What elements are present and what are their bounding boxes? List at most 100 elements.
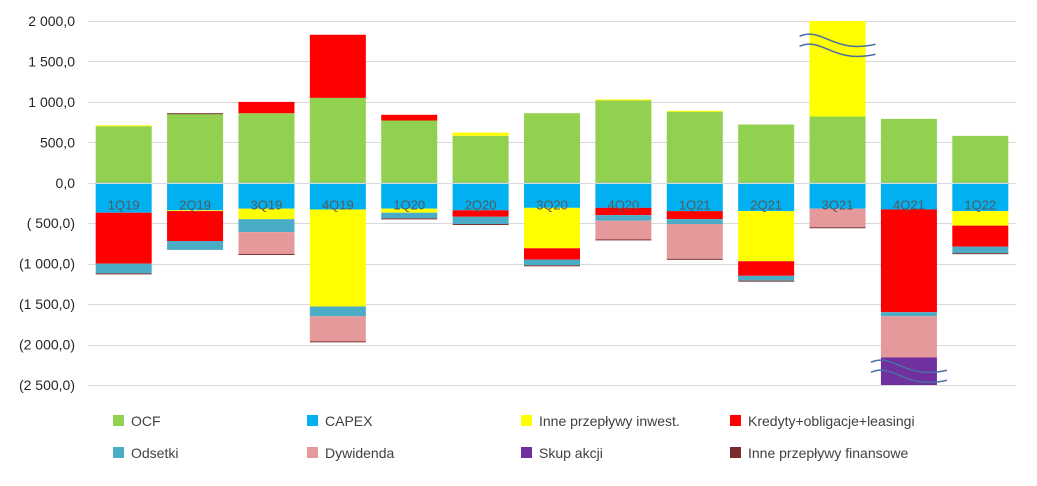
bar-inne-przeplywy-finansowe-2q19 [167, 113, 224, 115]
bar-capex-2q20 [452, 182, 509, 211]
legend-swatch [730, 415, 741, 426]
bar-dywidenda-4q19 [309, 316, 366, 342]
legend-label: Dywidenda [325, 445, 394, 461]
legend-label: Inne przepływy inwest. [539, 413, 680, 429]
legend-item-ocf: OCF [113, 413, 161, 429]
bar-odsetki-2q19 [167, 241, 224, 250]
legend-swatch [307, 415, 318, 426]
bar-dywidenda-1q21 [666, 224, 723, 259]
y-tick-label: (2 000,0) [19, 337, 75, 353]
legend-swatch [730, 447, 741, 458]
x-tick-label: 3Q21 [822, 198, 854, 213]
legend-label: Odsetki [131, 445, 178, 461]
bar-capex-1q22 [952, 182, 1009, 212]
bar-odsetki-2q21 [738, 275, 795, 281]
legend-swatch [307, 447, 318, 458]
bar-inne-przeplywy-inwest-4q19 [309, 209, 366, 307]
bar-dywidenda-3q21 [809, 208, 866, 228]
bar-odsetki-3q19 [238, 219, 295, 233]
axis-break-mark [799, 33, 876, 48]
axis-break-mark [799, 43, 876, 58]
legend-swatch [521, 447, 532, 458]
bar-kredyty-obligacje-leasingi-2q19 [167, 211, 224, 242]
bar-inne-przeplywy-finansowe-1q19 [95, 273, 152, 275]
bar-kredyty-obligacje-leasingi-3q19 [238, 101, 295, 114]
bar-ocf-2q21 [738, 124, 795, 183]
y-tick-label: 2 000,0 [28, 13, 75, 29]
bar-ocf-4q20 [595, 100, 652, 183]
bar-ocf-3q20 [524, 113, 580, 183]
bar-capex-2q21 [738, 182, 795, 212]
bar-capex-4q19 [309, 182, 366, 210]
bar-dywidenda-4q20 [595, 220, 652, 240]
legend-item-kredyty-obligacje-leasingi: Kredyty+obligacje+leasingi [730, 413, 915, 429]
bar-capex-2q19 [167, 182, 224, 211]
bar-inne-przeplywy-inwest-3q21 [809, 21, 866, 117]
legend-swatch [521, 415, 532, 426]
x-tick-label: 4Q20 [607, 198, 639, 213]
bar-inne-przeplywy-inwest-1q19 [95, 125, 152, 127]
bar-odsetki-4q19 [309, 306, 366, 317]
legend-label: OCF [131, 413, 161, 429]
x-tick-label: 1Q20 [393, 198, 425, 213]
y-tick-label: (1 000,0) [19, 256, 75, 272]
bar-inne-przeplywy-finansowe-2q20 [452, 224, 509, 226]
axis-break-mark [870, 359, 948, 374]
bar-capex-3q19 [238, 182, 295, 209]
bar-inne-przeplywy-finansowe-1q20 [381, 218, 438, 220]
y-tick-label: 1 500,0 [28, 53, 75, 69]
bar-inne-przeplywy-inwest-3q20 [524, 207, 580, 249]
bar-inne-przeplywy-inwest-1q20 [381, 208, 438, 213]
x-tick-label: 3Q19 [251, 198, 283, 213]
bar-kredyty-obligacje-leasingi-4q20 [595, 207, 652, 216]
bar-capex-3q20 [524, 182, 580, 208]
x-tick-label: 1Q22 [964, 198, 996, 213]
bar-odsetki-1q20 [381, 212, 438, 219]
x-tick-label: 2Q21 [750, 198, 782, 213]
x-tick-label: 4Q21 [893, 198, 925, 213]
legend-swatch [113, 415, 124, 426]
legend-item-inne-przeplywy-inwest: Inne przepływy inwest. [521, 413, 680, 429]
y-tick-label: 500,0 [40, 134, 75, 150]
bar-capex-1q21 [666, 182, 723, 212]
axis-break-mark [870, 369, 948, 384]
bar-inne-przeplywy-finansowe-3q20 [524, 265, 580, 267]
x-tick-label: 3Q20 [536, 198, 568, 213]
bar-ocf-2q20 [452, 135, 509, 183]
bar-ocf-1q20 [381, 120, 438, 183]
legend: OCF CAPEX Inne przepływy inwest. Kredyty+ob… [113, 413, 915, 461]
x-tick-label: 2Q20 [465, 198, 497, 213]
bar-ocf-2q19 [167, 114, 224, 183]
y-tick-label: (1 500,0) [19, 296, 75, 312]
bar-inne-przeplywy-finansowe-4q20 [595, 239, 652, 241]
legend-item-inne-przeplywy-finansowe: Inne przepływy finansowe [730, 445, 909, 461]
bar-kredyty-obligacje-leasingi-1q19 [95, 212, 152, 264]
x-tick-label: 1Q19 [108, 198, 140, 213]
legend-item-skup-akcji: Skup akcji [521, 445, 603, 461]
bars [95, 21, 1009, 385]
bar-inne-przeplywy-inwest-2q21 [738, 211, 795, 262]
bar-ocf-3q19 [238, 113, 295, 183]
bar-ocf-3q21 [809, 116, 866, 183]
legend-label: Kredyty+obligacje+leasingi [748, 413, 915, 429]
bar-capex-3q21 [809, 182, 866, 209]
bar-odsetki-1q21 [666, 219, 723, 225]
bar-inne-przeplywy-inwest-3q19 [238, 208, 295, 220]
y-tick-label: ( 500,0) [27, 215, 75, 231]
bar-inne-przeplywy-finansowe-3q21 [809, 227, 866, 229]
bar-dywidenda-3q19 [238, 232, 295, 254]
bar-kredyty-obligacje-leasingi-2q21 [738, 261, 795, 276]
bar-ocf-1q22 [952, 135, 1009, 183]
bar-inne-przeplywy-inwest-4q20 [595, 99, 652, 101]
y-tick-labels: 2 000,0 1 500,0 1 000,0 500,0 0,0 ( 500,0) (1 … [19, 13, 75, 393]
x-tick-label: 1Q21 [679, 198, 711, 213]
legend-item-capex: CAPEX [307, 413, 373, 429]
bar-dywidenda-4q21 [880, 316, 937, 358]
legend-item-odsetki: Odsetki [113, 445, 178, 461]
bar-inne-przeplywy-finansowe-2q21 [738, 280, 795, 282]
bar-odsetki-4q21 [880, 312, 937, 317]
bar-inne-przeplywy-inwest-2q19 [167, 210, 224, 212]
bar-ocf-1q21 [666, 111, 723, 183]
